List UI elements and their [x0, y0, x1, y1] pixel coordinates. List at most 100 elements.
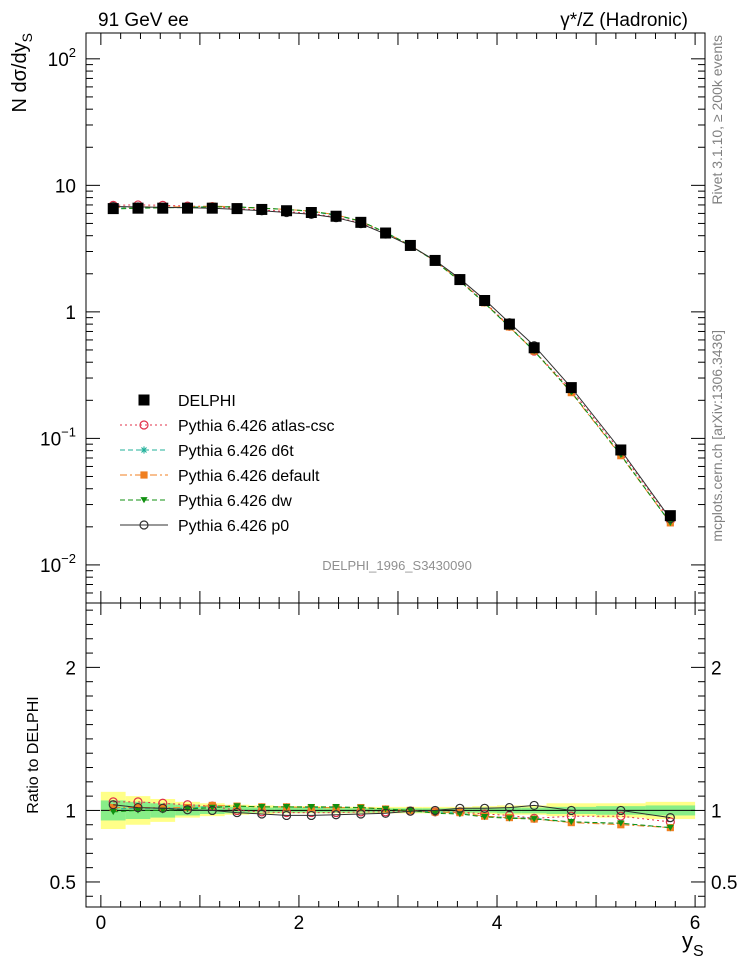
legend-entry-d6t: Pythia 6.426 d6t: [120, 443, 294, 460]
data-point-dw: [406, 807, 414, 814]
legend-entry-p0: Pythia 6.426 p0: [120, 518, 289, 535]
legend-marker-default: [140, 471, 148, 479]
x-tick-label: 4: [492, 913, 503, 934]
data-point-delphi: [281, 205, 293, 217]
y-tick-label: 10: [55, 176, 76, 197]
x-tick-label: 6: [690, 913, 701, 934]
ratio-plot-frame: [85, 602, 706, 908]
data-point-delphi: [182, 202, 194, 214]
main-y-axis-label: N dσ/dyS: [9, 33, 35, 113]
data-point-p0: [616, 805, 626, 816]
data-point-dw: [183, 806, 192, 813]
main-plot-series: [107, 200, 676, 527]
y-tick-label: 10−2: [40, 551, 76, 577]
data-point-dw: [282, 803, 291, 811]
ratio-plot-panel: 0.5 0.5 1 1 2 2 0 2 4 6 Ratio to DELPHI yS: [25, 602, 737, 960]
data-point-dw: [530, 816, 538, 823]
ratio-y-tick-label: 1: [65, 801, 76, 822]
side-label-source: mcplots.cern.ch [arXiv:1306.3436]: [709, 330, 725, 542]
data-point-dw: [258, 803, 266, 811]
data-point-dw: [134, 807, 142, 814]
data-point-p0: [356, 809, 366, 819]
data-point-delphi: [305, 207, 317, 219]
data-point-dw: [481, 813, 489, 821]
data-point-dw: [431, 810, 439, 817]
data-point-delphi: [664, 510, 676, 522]
series-line-default: [113, 205, 671, 524]
data-point-delphi: [429, 254, 441, 266]
data-point-dw: [109, 808, 117, 816]
data-point-delphi: [330, 210, 342, 222]
legend-label-delphi: DELPHI: [178, 393, 236, 410]
ratio-plot-axes: 0.5 0.5 1 1 2 2 0 2 4 6: [50, 603, 737, 934]
data-point-dw: [357, 804, 365, 811]
series-line-p0: [113, 804, 671, 819]
series-p0: [108, 800, 675, 823]
data-point-delphi: [565, 382, 577, 394]
data-point-p0: [665, 812, 675, 823]
y-tick-label: 102: [48, 45, 76, 71]
legend-entry-delphi: DELPHI: [138, 393, 236, 410]
legend-label-d6t: Pythia 6.426 d6t: [178, 443, 294, 460]
ratio-y-tick-label-right: 1: [711, 801, 722, 822]
data-point-delphi: [256, 203, 268, 215]
main-plot-axes: 10−2 10−1 1 10 102: [40, 33, 705, 604]
data-point-p0: [405, 806, 415, 816]
data-point-p0: [504, 802, 514, 813]
data-point-delphi: [132, 202, 144, 214]
data-point-p0: [480, 803, 490, 813]
legend-marker-delphi: [138, 394, 150, 406]
data-point-delphi: [380, 227, 392, 239]
watermark-label: DELPHI_1996_S3430090: [322, 558, 472, 573]
x-axis-label: yS: [682, 928, 704, 960]
ratio-plot-series: [108, 797, 675, 832]
legend-marker-atlas_csc: [139, 420, 149, 430]
data-point-dw: [456, 811, 464, 818]
series-delphi: [107, 202, 676, 522]
data-point-dw: [233, 803, 241, 810]
main-plot-panel: 10−2 10−1 1 10 102 N dσ/dyS: [9, 32, 706, 604]
data-point-delphi: [231, 203, 243, 215]
ratio-y-tick-label: 2: [65, 658, 76, 679]
series-line-d6t: [113, 805, 671, 829]
y-tick-label: 1: [65, 303, 76, 324]
data-point-p0: [380, 808, 391, 818]
ratio-y-tick-label-right: 0.5: [711, 873, 737, 894]
data-point-dw: [307, 803, 315, 811]
data-point-default: [109, 803, 117, 812]
legend-entry-default: Pythia 6.426 default: [120, 468, 320, 485]
ratio-y-tick-label: 0.5: [50, 873, 76, 894]
data-point-delphi: [615, 444, 627, 456]
data-point-p0: [108, 800, 118, 810]
plot-header-left: 91 GeV ee: [98, 10, 189, 31]
data-point-p0: [306, 810, 316, 821]
data-point-p0: [158, 803, 168, 813]
data-point-delphi: [503, 318, 515, 330]
data-point-p0: [566, 805, 576, 816]
side-label-version: Rivet 3.1.10, ≥ 200k events: [709, 35, 725, 205]
x-tick-label: 2: [294, 913, 305, 934]
plot-header-right: γ*/Z (Hadronic): [560, 10, 688, 31]
data-point-p0: [281, 810, 292, 821]
legend-marker-d6t: [140, 446, 148, 454]
legend-entry-atlas_csc: Pythia 6.426 atlas-csc: [120, 418, 335, 435]
data-point-delphi: [157, 202, 169, 214]
ratio-y-tick-label-right: 2: [711, 658, 722, 679]
data-point-dw: [567, 819, 575, 826]
y-tick-label: 10−1: [40, 424, 76, 450]
data-point-p0: [430, 805, 440, 816]
data-point-dw: [617, 820, 625, 827]
legend-label-dw: Pythia 6.426 dw: [178, 493, 292, 510]
ratio-y-axis-label: Ratio to DELPHI: [25, 696, 42, 813]
data-point-p0: [182, 805, 193, 815]
data-point-delphi: [404, 239, 416, 251]
data-point-delphi: [528, 342, 540, 354]
data-point-delphi: [107, 203, 119, 215]
data-point-p0: [232, 807, 242, 818]
legend-marker-p0: [139, 520, 149, 530]
data-point-delphi: [454, 274, 466, 286]
data-point-delphi: [355, 216, 367, 228]
data-point-p0: [207, 805, 217, 816]
series-line-dw: [113, 805, 671, 829]
